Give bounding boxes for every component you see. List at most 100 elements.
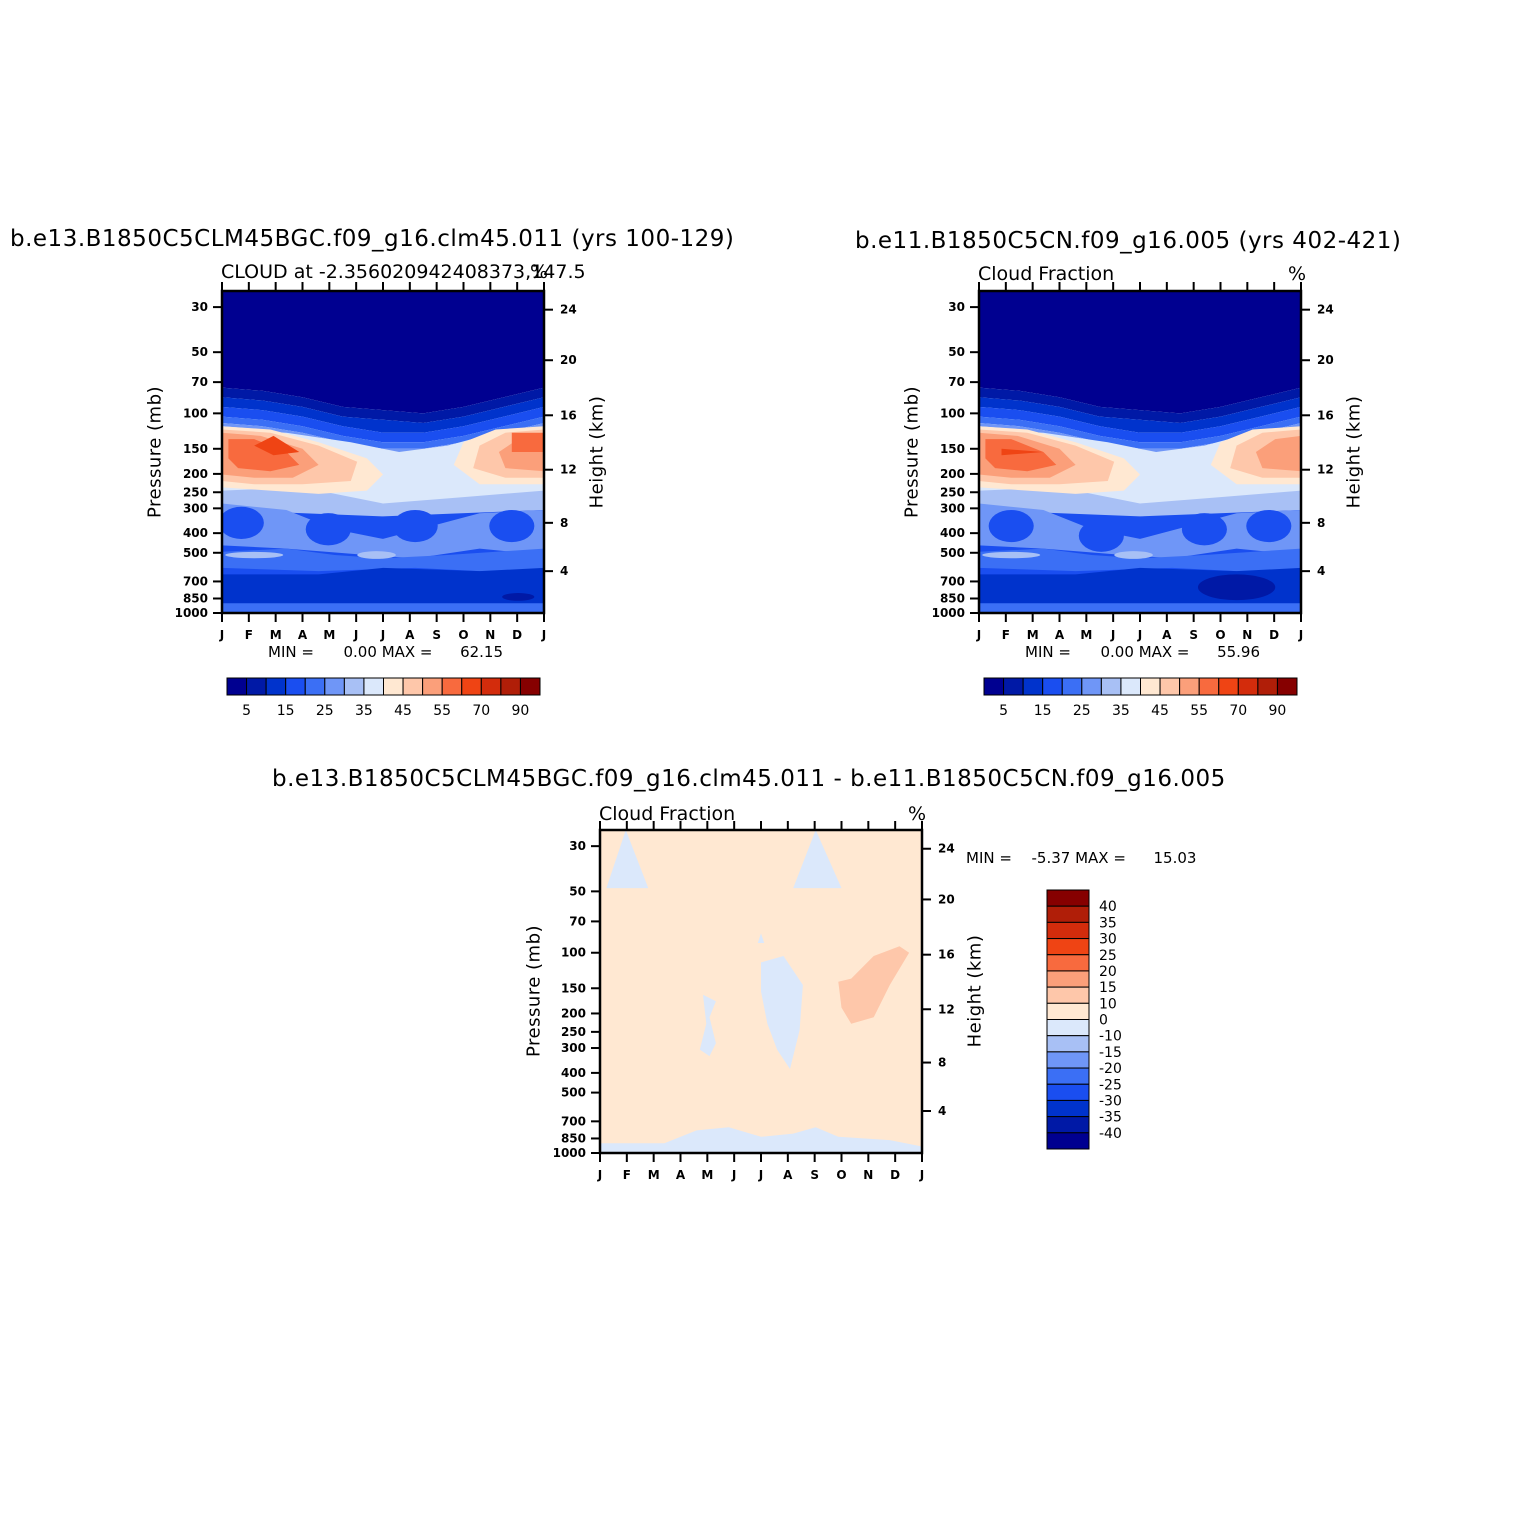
colorbar-swatch <box>441 677 463 696</box>
colorbar-label: 55 <box>1190 703 1208 719</box>
pressure-tick-label: 30 <box>948 300 965 314</box>
contour-region <box>699 994 716 1057</box>
pressure-tick-label: 100 <box>940 406 965 420</box>
height-tick-label: 16 <box>1317 408 1334 422</box>
colorbar-label: 30 <box>1099 932 1117 948</box>
min-label: MIN = <box>966 849 1012 867</box>
contour-region <box>222 397 544 433</box>
month-label: M <box>323 628 335 642</box>
colorbar-swatch <box>1046 954 1090 972</box>
colorbar-label: 0 <box>1099 1013 1108 1029</box>
pressure-tick-label: 500 <box>561 1086 586 1100</box>
month-label: J <box>353 628 358 642</box>
panel1-title: b.e13.B1850C5CLM45BGC.f09_g16.clm45.011 … <box>10 226 735 252</box>
panel3-field <box>600 830 922 1153</box>
month-label: M <box>701 1168 713 1182</box>
contour-region <box>489 509 535 543</box>
pressure-tick-label: 1000 <box>553 1146 586 1160</box>
month-label: F <box>623 1168 631 1182</box>
contour-region <box>222 503 544 559</box>
colorbar-swatch <box>363 677 384 696</box>
pressure-tick-label: 30 <box>569 839 586 853</box>
contour-region <box>222 416 544 449</box>
contour-region <box>979 416 1301 449</box>
colorbar-swatch <box>285 677 306 696</box>
height-tick-label: 8 <box>560 516 568 530</box>
panel2-title: b.e11.B1850C5CN.f09_g16.005 (yrs 402-421… <box>855 228 1402 254</box>
colorbar-label: 5 <box>242 703 251 719</box>
contour-region <box>222 291 544 414</box>
panel2-minmax: MIN = 0.00 MAX = 55.96 <box>1025 643 1260 661</box>
contour-region <box>222 506 264 539</box>
pressure-tick-label: 1000 <box>175 606 208 620</box>
contour-region <box>979 406 1301 443</box>
colorbar-swatch <box>1100 677 1122 696</box>
contour-region <box>757 933 765 943</box>
pressure-tick-label: 300 <box>940 501 965 515</box>
contour-region <box>228 439 300 472</box>
height-tick-label: 24 <box>938 842 955 856</box>
colorbar-label: 45 <box>394 703 412 719</box>
colorbar-swatch <box>519 677 541 696</box>
pressure-tick-label: 70 <box>191 375 208 389</box>
contour-region <box>225 551 284 559</box>
panel3-title: b.e13.B1850C5CLM45BGC.f09_g16.clm45.011 … <box>272 766 1226 792</box>
max-value: 55.96 <box>1217 643 1261 661</box>
colorbar-label: 15 <box>1034 703 1052 719</box>
pressure-tick-label: 850 <box>183 592 208 606</box>
colorbar-label: 25 <box>316 703 334 719</box>
contour-region <box>305 513 351 546</box>
colorbar-swatch <box>1046 1002 1090 1020</box>
contour-region <box>222 603 544 613</box>
month-label: A <box>1162 628 1172 642</box>
colorbar-swatch <box>1046 986 1090 1004</box>
height-tick-label: 12 <box>560 463 577 477</box>
height-tick-label: 12 <box>1317 463 1334 477</box>
pressure-tick-label: 500 <box>183 546 208 560</box>
month-label: J <box>731 1168 736 1182</box>
pressure-tick-label: 150 <box>183 442 208 456</box>
colorbar-label: 55 <box>433 703 451 719</box>
colorbar-swatch <box>1042 677 1063 696</box>
month-label: J <box>919 1168 924 1182</box>
colorbar-swatch <box>1022 677 1044 696</box>
colorbar-label: -20 <box>1099 1061 1122 1077</box>
month-label: D <box>1269 628 1279 642</box>
pressure-tick-label: 400 <box>940 526 965 540</box>
month-label: D <box>512 628 522 642</box>
contour-region <box>606 830 649 889</box>
colorbar-label: 35 <box>1099 915 1117 931</box>
panel1-subtitle: CLOUD at -2.356020942408373,147.5 <box>221 261 586 283</box>
pressure-tick-label: 200 <box>183 467 208 481</box>
contour-region <box>1246 509 1292 543</box>
colorbar-swatch <box>226 677 248 696</box>
height-tick-label: 4 <box>1317 564 1325 578</box>
contour-region <box>1197 574 1276 601</box>
contour-region <box>988 509 1034 543</box>
height-tick-label: 4 <box>560 564 568 578</box>
colorbar-swatch <box>324 677 345 696</box>
colorbar-swatch <box>1046 1116 1090 1134</box>
month-label: M <box>270 628 282 642</box>
colorbar-label: 45 <box>1151 703 1169 719</box>
panel3-axes: J F M A M J J A S O N D J 30 50 70 100 150 200 250 300 400 500… <box>553 821 955 1182</box>
colorbar-swatch <box>1198 677 1220 696</box>
panel3-units: % <box>908 803 927 825</box>
height-tick-label: 4 <box>938 1104 946 1118</box>
height-tick-label: 16 <box>560 408 577 422</box>
pressure-tick-label: 100 <box>183 406 208 420</box>
colorbar-swatch <box>1218 677 1239 696</box>
pressure-tick-label: 300 <box>183 501 208 515</box>
panel1-colorbar: 5 15 25 35 45 55 70 90 <box>226 677 541 719</box>
colorbar-label: 40 <box>1099 899 1117 915</box>
month-label: S <box>1189 628 1198 642</box>
colorbar-swatch <box>1179 677 1200 696</box>
contour-region <box>511 432 544 452</box>
colorbar-label: -40 <box>1099 1126 1122 1142</box>
month-label: A <box>676 1168 686 1182</box>
pressure-tick-label: 250 <box>183 485 208 499</box>
colorbar-swatch <box>983 677 1005 696</box>
month-label: M <box>1080 628 1092 642</box>
colorbar-swatch <box>1046 1132 1090 1150</box>
month-label: J <box>1298 628 1303 642</box>
